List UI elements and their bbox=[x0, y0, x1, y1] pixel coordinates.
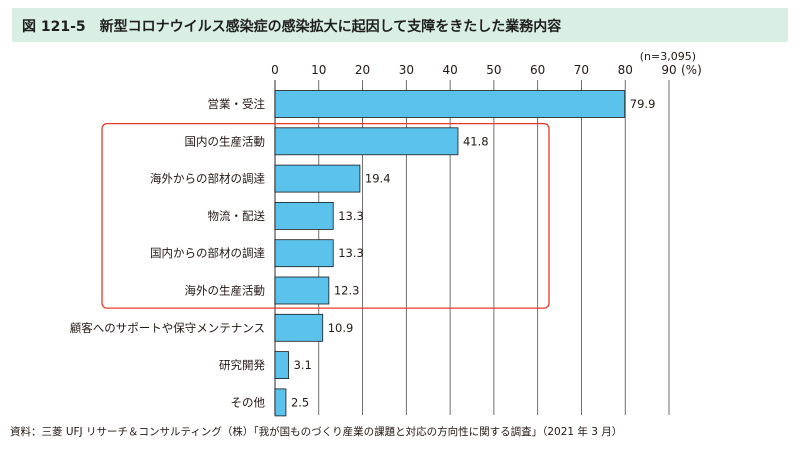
bar bbox=[274, 239, 334, 268]
figure-title-bar: 図 121-5 新型コロナウイルス感染症の感染拡大に起因して支障をきたした業務内… bbox=[12, 8, 788, 42]
data-label: 13.3 bbox=[338, 209, 364, 223]
bar bbox=[274, 164, 361, 193]
category-label: 営業・受注 bbox=[208, 97, 266, 111]
bar bbox=[274, 276, 330, 305]
category-label: 国内からの部材の調達 bbox=[150, 246, 265, 260]
category-label: 物流・配送 bbox=[208, 209, 266, 223]
category-label: 顧客へのサポートや保守メンテナンス bbox=[70, 321, 265, 335]
data-label: 2.5 bbox=[291, 395, 309, 409]
bar bbox=[274, 127, 459, 156]
highlight-frame bbox=[101, 123, 550, 309]
bar bbox=[274, 388, 287, 417]
data-label: 41.8 bbox=[463, 134, 489, 148]
x-tick-label: 60 bbox=[530, 63, 545, 77]
x-tick-label: 10 bbox=[311, 63, 326, 77]
category-label: その他 bbox=[231, 395, 266, 409]
data-label: 3.1 bbox=[294, 358, 312, 372]
bar bbox=[274, 201, 334, 230]
bar bbox=[274, 351, 289, 380]
bar bbox=[274, 90, 626, 118]
x-tick-label: 40 bbox=[442, 63, 457, 77]
figure-title: 図 121-5 新型コロナウイルス感染症の感染拡大に起因して支障をきたした業務内… bbox=[22, 19, 562, 35]
x-tick-label: 90 bbox=[661, 63, 676, 77]
x-axis-unit: (%) bbox=[681, 63, 702, 77]
source-note: 資料：三菱 UFJ リサーチ＆コンサルティング（株）「我が国ものづくり産業の課題… bbox=[10, 426, 623, 438]
category-label: 研究開発 bbox=[219, 358, 265, 372]
sample-size-note: (n=3,095) bbox=[639, 50, 696, 63]
x-tick-label: 20 bbox=[355, 63, 370, 77]
x-tick-label: 80 bbox=[618, 63, 633, 77]
data-label: 10.9 bbox=[328, 321, 354, 335]
category-label: 海外からの部材の調達 bbox=[150, 172, 265, 186]
x-tick-label: 0 bbox=[271, 63, 279, 77]
x-tick-label: 30 bbox=[399, 63, 414, 77]
data-label: 13.3 bbox=[338, 246, 364, 260]
x-tick-label: 70 bbox=[574, 63, 589, 77]
bar bbox=[274, 313, 324, 342]
data-label: 19.4 bbox=[365, 172, 391, 186]
x-tick-label: 50 bbox=[486, 63, 501, 77]
data-label: 79.9 bbox=[630, 97, 656, 111]
data-label: 12.3 bbox=[334, 284, 360, 298]
category-label: 海外の生産活動 bbox=[185, 284, 266, 298]
category-label: 国内の生産活動 bbox=[185, 134, 266, 148]
